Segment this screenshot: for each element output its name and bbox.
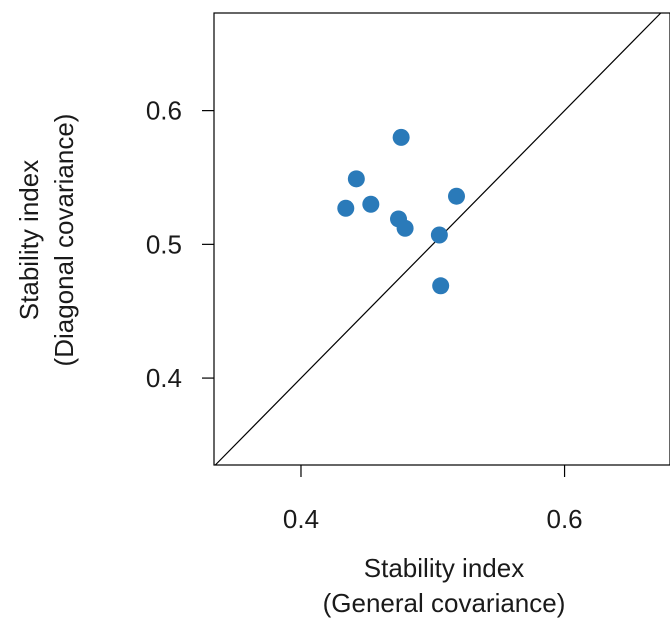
data-point (396, 219, 414, 237)
data-point (430, 226, 448, 244)
y-tick-label: 0.6 (146, 96, 182, 126)
data-point (432, 277, 450, 295)
data-points-layer (337, 128, 465, 295)
y-tick-label: 0.4 (146, 363, 182, 393)
data-point (447, 187, 465, 205)
data-point (362, 195, 380, 213)
plot-frame (213, 12, 670, 466)
y-axis-label: Stability index (Diagonal covariance) (14, 114, 79, 367)
x-axis-label-line-2: (General covariance) (323, 588, 566, 618)
axis-ticks-layer: 0.4 0.6 0.4 0.5 0.6 (146, 96, 583, 534)
y-tick-label: 0.5 (146, 229, 182, 259)
x-tick-label: 0.6 (546, 504, 582, 534)
data-point (347, 170, 365, 188)
x-axis-label: Stability index (General covariance) (323, 553, 566, 618)
data-point (392, 128, 410, 146)
y-axis-label-line-1: Stability index (14, 160, 44, 320)
y-axis-label-line-2: (Diagonal covariance) (49, 114, 79, 367)
x-axis-label-line-1: Stability index (364, 553, 524, 583)
x-tick-label: 0.4 (283, 504, 319, 534)
data-point (337, 199, 355, 217)
